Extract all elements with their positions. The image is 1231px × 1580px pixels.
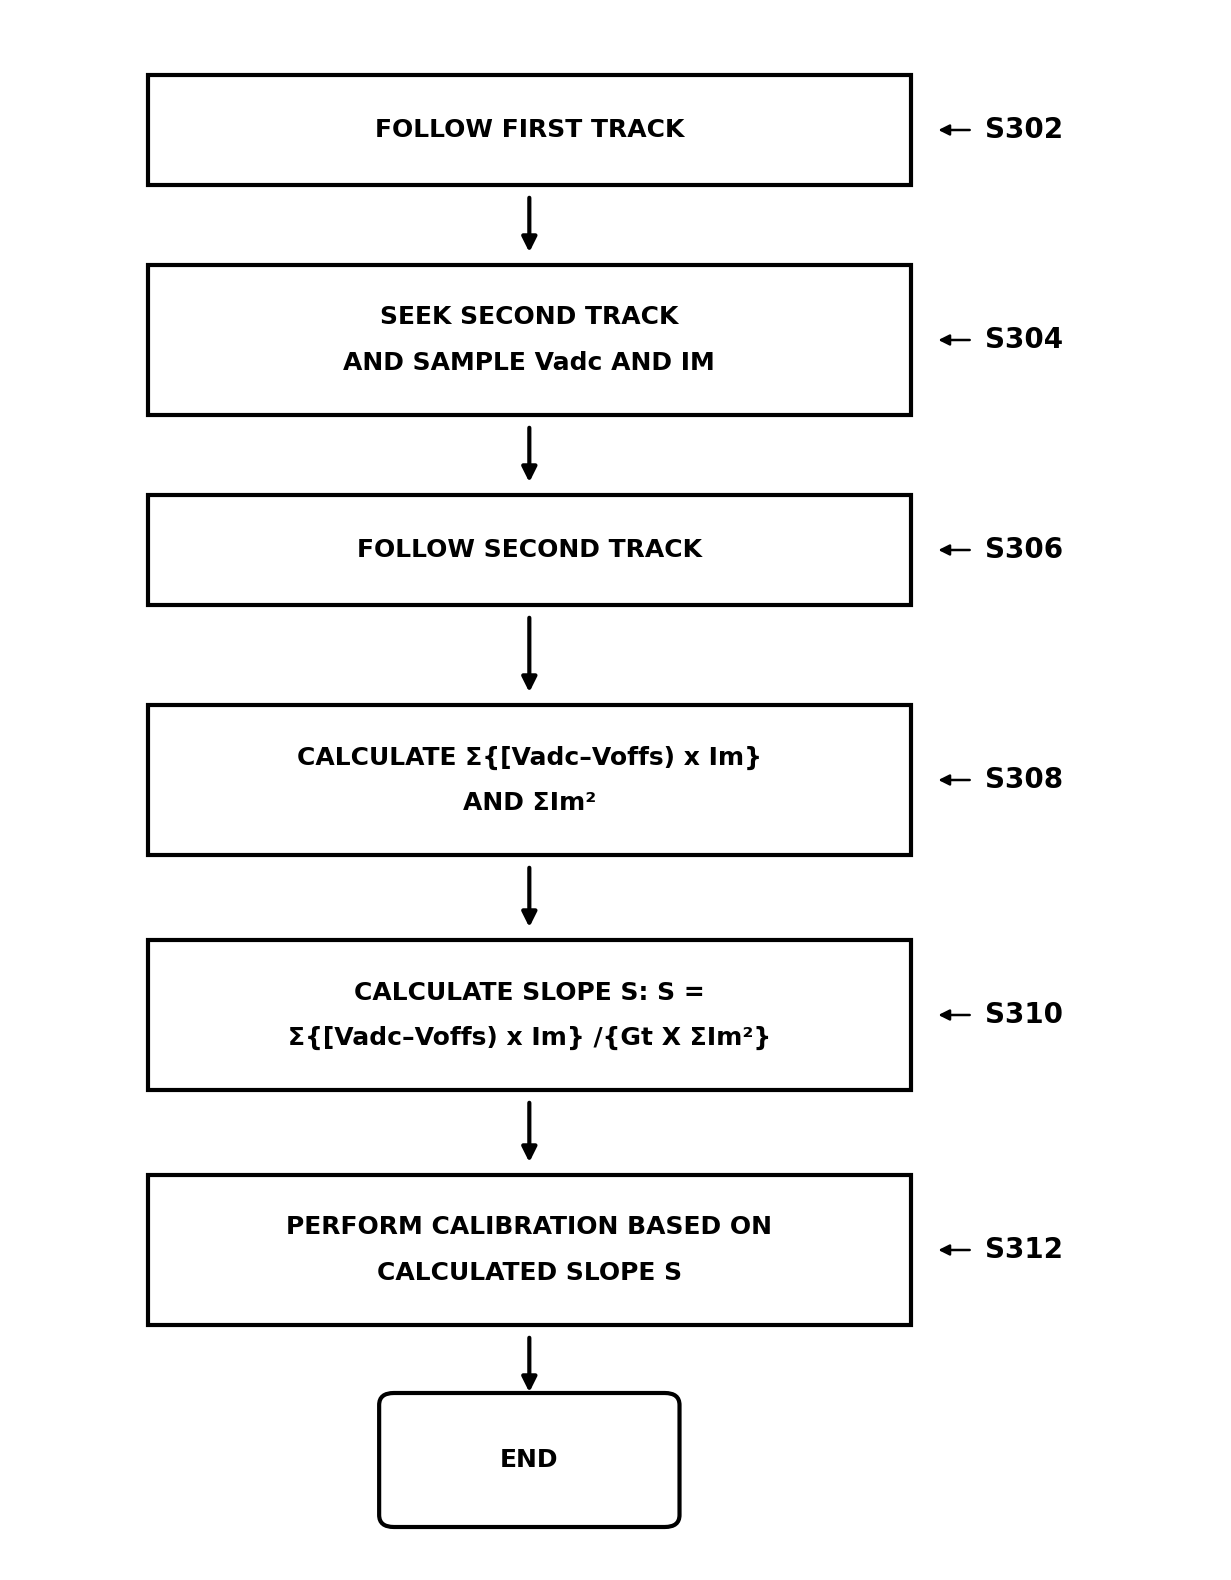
FancyBboxPatch shape — [148, 265, 911, 416]
Text: END: END — [500, 1447, 559, 1473]
FancyBboxPatch shape — [148, 74, 911, 185]
Text: SEEK SECOND TRACK: SEEK SECOND TRACK — [380, 305, 678, 330]
Text: FOLLOW SECOND TRACK: FOLLOW SECOND TRACK — [357, 539, 702, 562]
FancyBboxPatch shape — [379, 1394, 680, 1526]
Text: S306: S306 — [985, 536, 1062, 564]
Text: S308: S308 — [985, 766, 1062, 795]
Text: Σ{[Vadc–Voffs) x Im} /{Gt X ΣIm²}: Σ{[Vadc–Voffs) x Im} /{Gt X ΣIm²} — [288, 1025, 771, 1049]
Text: S302: S302 — [985, 115, 1062, 144]
Text: S312: S312 — [985, 1236, 1062, 1264]
Text: S310: S310 — [985, 1002, 1062, 1029]
Text: S304: S304 — [985, 325, 1062, 354]
Text: FOLLOW FIRST TRACK: FOLLOW FIRST TRACK — [374, 118, 684, 142]
FancyBboxPatch shape — [148, 1176, 911, 1326]
Text: AND SAMPLE Vadc AND IM: AND SAMPLE Vadc AND IM — [343, 351, 715, 374]
Text: CALCULATED SLOPE S: CALCULATED SLOPE S — [377, 1261, 682, 1285]
FancyBboxPatch shape — [148, 705, 911, 855]
FancyBboxPatch shape — [148, 940, 911, 1090]
Text: CALCULATE SLOPE S: S =: CALCULATE SLOPE S: S = — [355, 981, 704, 1005]
Text: AND ΣIm²: AND ΣIm² — [463, 790, 596, 815]
FancyBboxPatch shape — [148, 495, 911, 605]
Text: PERFORM CALIBRATION BASED ON: PERFORM CALIBRATION BASED ON — [287, 1215, 772, 1239]
Text: CALCULATE Σ{[Vadc–Voffs) x Im}: CALCULATE Σ{[Vadc–Voffs) x Im} — [297, 746, 762, 769]
